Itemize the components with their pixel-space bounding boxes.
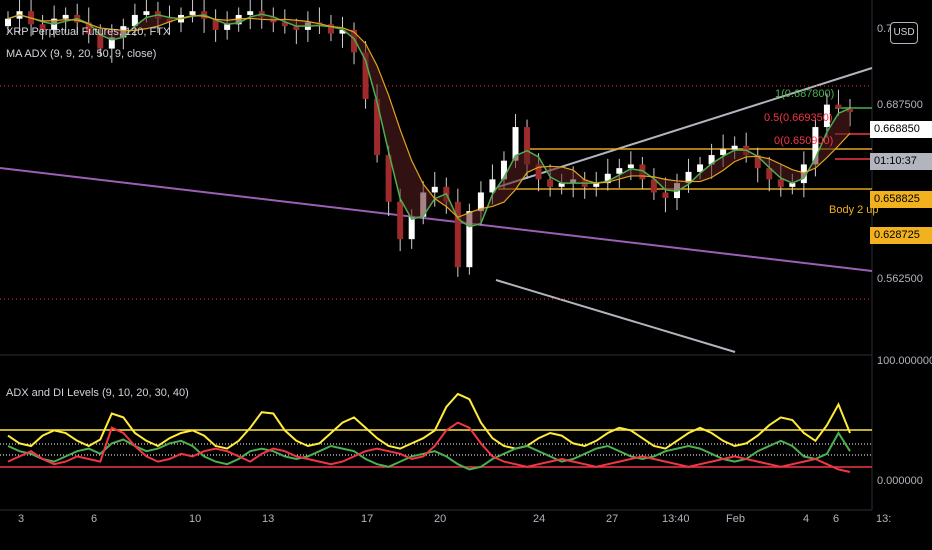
candle-body [697, 164, 704, 172]
candle-body [431, 186, 438, 193]
price-tick-2: 0.562500 [877, 273, 923, 285]
price-scale-top-fragment: 0.7 [877, 23, 893, 35]
candle-body [823, 104, 830, 128]
candle-body [108, 37, 115, 49]
last-price-tag: 0.668850 [870, 121, 932, 138]
fib-label-0: 0(0.650900) [774, 135, 834, 147]
candle-body [97, 33, 104, 49]
range-bottom-tag: 0.628725 [870, 227, 932, 244]
ma-fast-line [7, 13, 851, 228]
long-term-trendline [0, 167, 873, 272]
candle-body [604, 173, 611, 184]
candle-body [662, 192, 669, 199]
channel-lower-line [495, 279, 736, 353]
candle-body [558, 183, 565, 187]
time-label-20: 20 [434, 513, 447, 525]
fib-label-1: 1(0.687800) [775, 88, 835, 100]
candle-body [327, 24, 334, 34]
candle-body [62, 14, 69, 19]
time-label-4: 4 [803, 513, 810, 525]
candle-body [224, 24, 231, 30]
candle-body [789, 183, 796, 187]
candle-body [593, 183, 600, 187]
candle-body [535, 164, 542, 180]
adx-indicator-title[interactable]: ADX and DI Levels (9, 10, 20, 30, 40) [6, 387, 189, 399]
time-label-6b: 6 [833, 513, 840, 525]
candle-body [397, 201, 404, 240]
candle-body [731, 145, 738, 150]
body-2-up-annotation: Body 2 up [829, 204, 879, 216]
candle-body [500, 160, 507, 180]
time-label-current: 13: [876, 513, 892, 525]
candle-body [512, 127, 519, 161]
price-tick-1: 0.687500 [877, 99, 923, 111]
candle-body [616, 168, 623, 174]
ma-slow-line [7, 14, 851, 219]
adx-scale-bottom: 0.000000 [877, 475, 923, 487]
ma-ribbon-fill [8, 14, 850, 227]
candle-body [524, 127, 531, 165]
candle-body [708, 155, 715, 165]
symbol-title[interactable]: XRP Perpetual Futures, 120, FTX [6, 26, 171, 38]
adx-line-adx [7, 392, 851, 450]
currency-button[interactable]: USD [890, 22, 918, 44]
fib-label-05: 0.5(0.669350) [764, 112, 833, 124]
candle-body [489, 179, 496, 193]
time-label-1340: 13:40 [662, 513, 690, 525]
time-label-27: 27 [606, 513, 619, 525]
candle-body [720, 149, 727, 156]
range-top-tag: 0.658825 [870, 191, 932, 208]
candle-body [247, 11, 254, 15]
candle-body [189, 11, 196, 15]
bar-countdown-tag: 01:10:37 [870, 153, 932, 170]
candle-body [362, 52, 369, 100]
candle-body [143, 11, 150, 15]
candle-body [385, 155, 392, 202]
candle-body [374, 99, 381, 156]
candle-body [5, 18, 11, 27]
time-label-17: 17 [361, 513, 374, 525]
candle-body [754, 155, 761, 169]
candle-body [777, 179, 784, 187]
adx-series-group [7, 392, 851, 473]
candle-body [547, 179, 554, 187]
candle-body [39, 24, 46, 30]
main-pane-static [0, 0, 873, 511]
adx-scale-top: 100.000000 [877, 355, 932, 367]
lower-pane-static [0, 429, 872, 468]
candle-body [466, 211, 473, 268]
candle-body [627, 164, 634, 169]
time-label-10: 10 [189, 513, 202, 525]
time-label-6: 6 [91, 513, 98, 525]
time-label-13: 13 [262, 513, 275, 525]
candle-body [85, 22, 92, 34]
time-label-feb: Feb [726, 513, 745, 525]
candle-body [281, 22, 288, 27]
candle-series [5, 0, 853, 277]
indicator-title[interactable]: MA ADX (9, 9, 20, 50, 9, close) [6, 48, 157, 60]
candle-body [339, 29, 346, 34]
candle-body [685, 171, 692, 184]
candle-body [477, 192, 484, 212]
candle-body [131, 14, 138, 27]
candle-body [650, 179, 657, 193]
candle-body [835, 104, 842, 109]
candle-body [408, 216, 415, 240]
time-label-24: 24 [533, 513, 546, 525]
candle-body [454, 201, 461, 268]
adx-line-di [7, 421, 851, 473]
candle-body [351, 29, 358, 53]
candle-body [766, 168, 773, 180]
time-label-3: 3 [18, 513, 25, 525]
candle-body [812, 127, 819, 165]
candle-body [212, 18, 219, 30]
candle-body [293, 26, 300, 30]
